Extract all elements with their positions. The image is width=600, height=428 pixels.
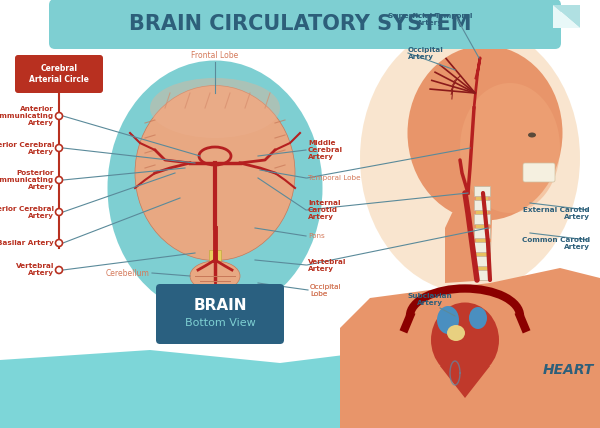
Text: Occipital
Lobe: Occipital Lobe <box>310 283 341 297</box>
Text: Anterior
Communicating
Artery: Anterior Communicating Artery <box>0 106 54 126</box>
Bar <box>476 197 488 200</box>
Text: Cerebellum: Cerebellum <box>106 268 150 277</box>
Ellipse shape <box>190 261 240 291</box>
Bar <box>474 186 490 196</box>
Text: HEART: HEART <box>543 363 595 377</box>
Text: Frontal Lobe: Frontal Lobe <box>191 51 239 60</box>
Bar <box>476 239 488 242</box>
Bar <box>209 250 221 298</box>
Ellipse shape <box>407 45 563 220</box>
Text: Anterior Cerebral
Artery: Anterior Cerebral Artery <box>0 142 54 155</box>
Text: Internal
Carotid
Artery: Internal Carotid Artery <box>308 200 341 220</box>
Ellipse shape <box>460 83 560 213</box>
Text: Vertebral
Artery: Vertebral Artery <box>308 259 346 271</box>
Text: Middle
Cerebral
Artery: Middle Cerebral Artery <box>308 140 343 160</box>
Ellipse shape <box>528 133 536 137</box>
Ellipse shape <box>437 306 459 334</box>
Bar <box>476 225 488 228</box>
Polygon shape <box>0 338 600 428</box>
Text: Basilar Artery: Basilar Artery <box>0 240 54 246</box>
Text: Superficial Temporal
Artery: Superficial Temporal Artery <box>388 13 472 26</box>
Circle shape <box>56 240 62 247</box>
Text: Medulla
Oblongata: Medulla Oblongata <box>196 318 233 331</box>
FancyBboxPatch shape <box>49 0 561 49</box>
Text: Temporal Lobe: Temporal Lobe <box>308 175 361 181</box>
Circle shape <box>56 113 62 119</box>
Ellipse shape <box>107 60 323 315</box>
Circle shape <box>56 267 62 273</box>
Text: Subclavian
Artery: Subclavian Artery <box>407 294 452 306</box>
Circle shape <box>56 208 62 216</box>
Text: External Carotid
Artery: External Carotid Artery <box>523 206 590 220</box>
Text: Pons: Pons <box>308 233 325 239</box>
Text: Vertebral
Artery: Vertebral Artery <box>16 264 54 276</box>
Ellipse shape <box>360 23 580 293</box>
Ellipse shape <box>135 86 295 261</box>
Bar <box>474 256 490 266</box>
Polygon shape <box>440 366 490 398</box>
Circle shape <box>56 176 62 184</box>
Ellipse shape <box>469 307 487 329</box>
Bar <box>476 253 488 256</box>
Ellipse shape <box>150 78 280 138</box>
FancyBboxPatch shape <box>523 163 555 182</box>
Text: Occipital
Artery: Occipital Artery <box>408 47 444 59</box>
Bar <box>476 267 488 270</box>
Polygon shape <box>553 5 580 28</box>
Polygon shape <box>445 196 492 283</box>
Text: BRAIN CIRCULATORY SYSTEM: BRAIN CIRCULATORY SYSTEM <box>129 14 471 34</box>
Bar <box>474 228 490 238</box>
Polygon shape <box>340 268 600 428</box>
FancyBboxPatch shape <box>15 55 103 93</box>
Text: Common Carotid
Artery: Common Carotid Artery <box>522 237 590 250</box>
Ellipse shape <box>431 303 499 377</box>
Text: Cerebral
Arterial Circle: Cerebral Arterial Circle <box>29 64 89 84</box>
Bar <box>474 200 490 210</box>
Bar <box>474 270 490 280</box>
Text: Bottom View: Bottom View <box>185 318 256 328</box>
Text: Posterior
Communicating
Artery: Posterior Communicating Artery <box>0 170 54 190</box>
Bar <box>474 214 490 224</box>
Ellipse shape <box>206 289 224 311</box>
Ellipse shape <box>447 325 465 341</box>
Bar <box>476 211 488 214</box>
Text: Occipital
Lobe: Occipital Lobe <box>310 283 341 297</box>
Text: Posterior Cerebral
Artery: Posterior Cerebral Artery <box>0 205 54 219</box>
Text: BRAIN: BRAIN <box>193 298 247 313</box>
FancyBboxPatch shape <box>156 284 284 344</box>
Circle shape <box>56 145 62 152</box>
Bar <box>474 242 490 252</box>
Polygon shape <box>553 5 580 28</box>
